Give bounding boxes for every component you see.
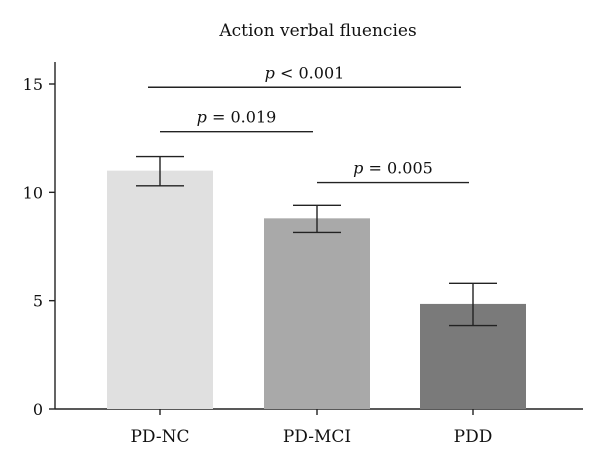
category-labels: PD-NC PD-MCI PDD [130,427,492,447]
bar-pd-mci [264,218,370,409]
significance-brackets: p < 0.001 p = 0.019 p = 0.005 [148,63,469,184]
error-bars [136,155,497,327]
error-bar-pdd [449,282,497,327]
category-label-pd-nc: PD-NC [130,427,189,447]
y-tick-label: 5 [33,292,43,311]
significance-label: p = 0.005 [353,159,433,178]
y-tick-label: 10 [23,183,43,202]
bar-pd-nc [107,170,213,409]
error-bar-pd-mci [293,204,341,234]
y-tick-label: 15 [23,75,43,94]
significance-label: p < 0.001 [265,63,345,82]
chart-title: Action verbal fluencies [218,21,416,41]
significance-bracket: p = 0.005 [317,159,469,184]
y-tick-label: 0 [33,400,43,419]
category-label-pd-mci: PD-MCI [283,427,351,447]
significance-bracket: p = 0.019 [160,108,313,133]
category-label-pdd: PDD [454,427,493,447]
error-bar-pd-nc [136,155,184,187]
significance-bracket: p < 0.001 [148,63,461,88]
significance-label: p = 0.019 [197,108,277,127]
